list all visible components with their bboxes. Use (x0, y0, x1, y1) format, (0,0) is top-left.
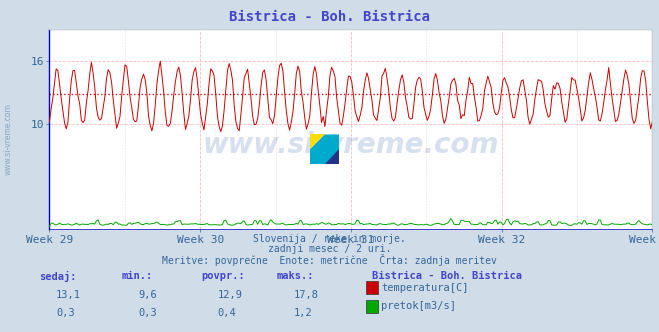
Text: 0,3: 0,3 (56, 308, 74, 318)
Text: Bistrica - Boh. Bistrica: Bistrica - Boh. Bistrica (372, 271, 523, 281)
Text: pretok[m3/s]: pretok[m3/s] (381, 301, 456, 311)
Text: Meritve: povprečne  Enote: metrične  Črta: zadnja meritev: Meritve: povprečne Enote: metrične Črta:… (162, 254, 497, 266)
Polygon shape (310, 134, 325, 149)
Text: 9,6: 9,6 (138, 290, 157, 299)
Text: 0,4: 0,4 (217, 308, 236, 318)
Polygon shape (325, 149, 339, 164)
Text: temperatura[C]: temperatura[C] (381, 283, 469, 293)
Text: 12,9: 12,9 (217, 290, 243, 299)
Text: 1,2: 1,2 (293, 308, 312, 318)
Text: 17,8: 17,8 (293, 290, 318, 299)
Text: Slovenija / reke in morje.: Slovenija / reke in morje. (253, 234, 406, 244)
Text: www.si-vreme.com: www.si-vreme.com (3, 104, 13, 175)
Text: 13,1: 13,1 (56, 290, 81, 299)
Text: maks.:: maks.: (277, 271, 314, 281)
Text: 0,3: 0,3 (138, 308, 157, 318)
Text: www.si-vreme.com: www.si-vreme.com (203, 131, 499, 159)
Text: zadnji mesec / 2 uri.: zadnji mesec / 2 uri. (268, 244, 391, 254)
Text: povpr.:: povpr.: (201, 271, 244, 281)
Text: Bistrica - Boh. Bistrica: Bistrica - Boh. Bistrica (229, 10, 430, 24)
Polygon shape (310, 134, 339, 164)
Text: min.:: min.: (122, 271, 153, 281)
Text: sedaj:: sedaj: (40, 271, 77, 282)
